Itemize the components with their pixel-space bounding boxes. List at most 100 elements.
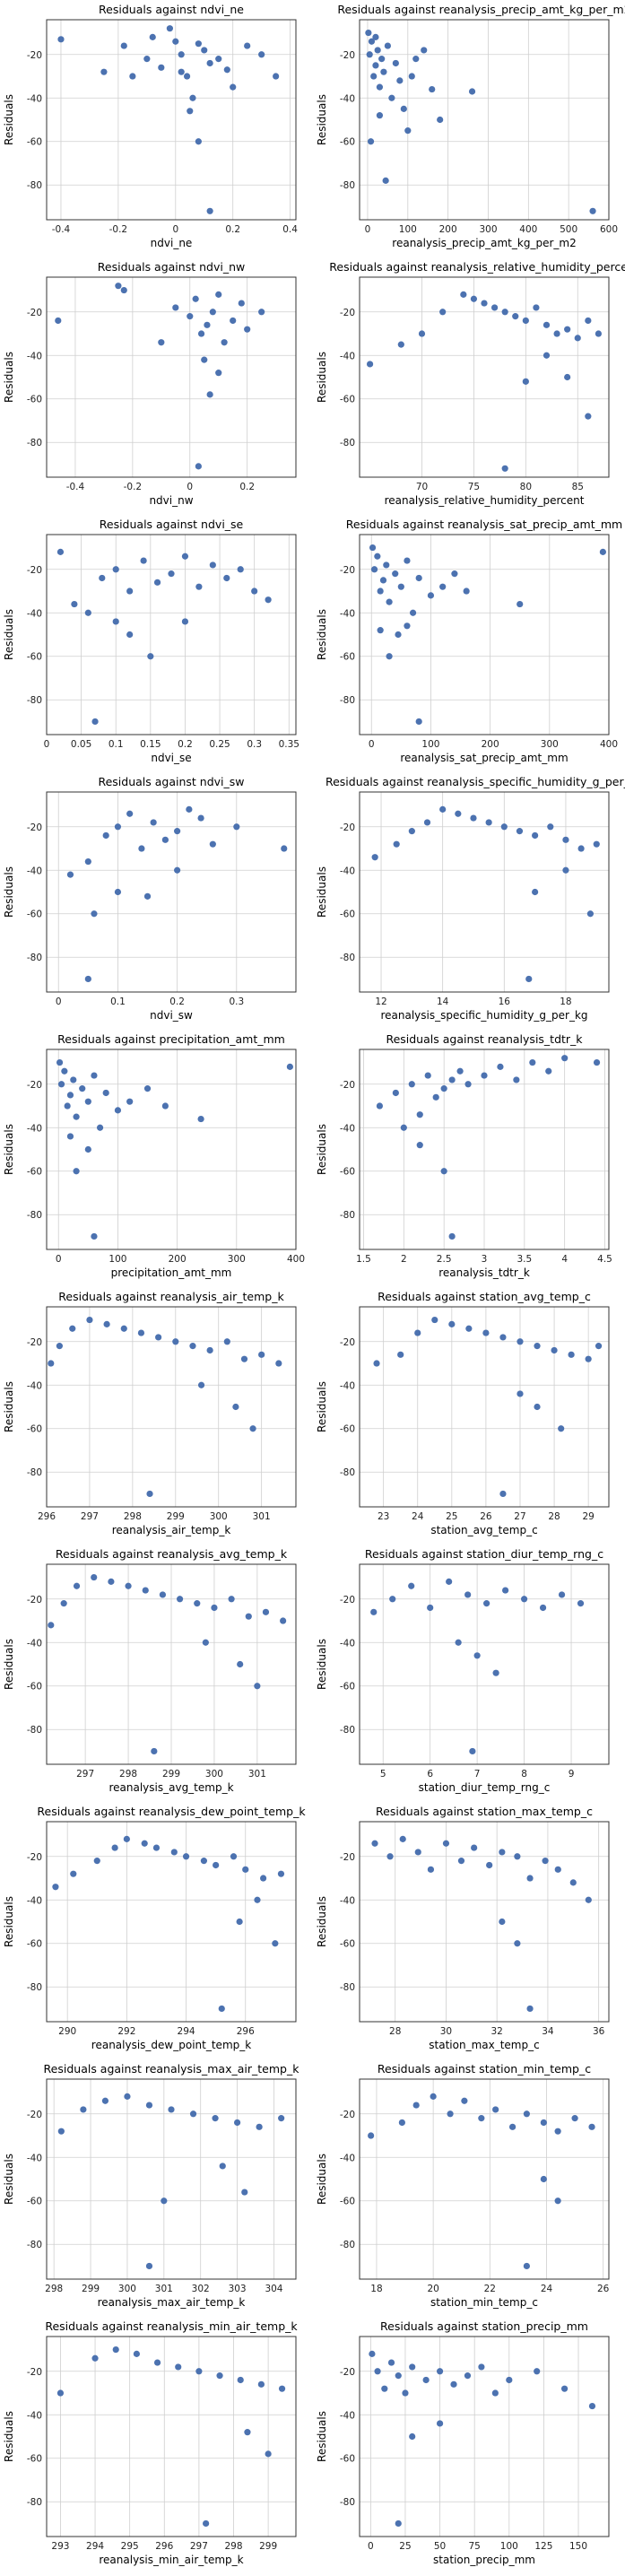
y-tick-label: -60 [27,1424,42,1435]
y-tick-label: -80 [27,438,42,448]
data-point [223,1338,230,1345]
chart-title: Residuals against station_diur_temp_rng_… [365,1547,603,1561]
y-tick-label: -60 [340,2454,355,2465]
data-point [240,1355,248,1362]
x-axis-label: reanalysis_precip_amt_kg_per_m2 [392,237,576,249]
x-tick-label: 1.5 [356,1254,371,1265]
scatter-chart: 0 100 200 300 400 500 600 -80 -60 -40 -20 Residuals… [316,3,625,249]
data-point [64,1102,71,1110]
data-point [520,1596,528,1603]
x-tick-label: 297 [81,1511,99,1522]
plot-frame [46,1821,297,2023]
plot-frame [46,2078,297,2280]
chart-title: Residuals against station_min_temp_c [378,2062,591,2076]
data-point [197,330,205,337]
data-point [280,1617,287,1624]
data-point [86,1316,93,1324]
chart-title: Residuals against ndvi_ne [99,3,244,16]
data-point [187,108,194,115]
data-point [223,574,230,582]
y-tick-label: -40 [27,1380,42,1391]
x-tick-label: 26 [597,2284,610,2294]
scatter-chart: 1.5 2 2.5 3 3.5 4 4.5 -80 -60 -40 -20 Residuals aga… [316,1032,612,1279]
scatter-panel-16: 28 30 32 34 36 -80 -60 -40 -20 Residuals against … [313,1802,625,2059]
data-point [522,317,529,325]
y-tick-label: -80 [27,2497,42,2508]
data-point [286,1063,293,1070]
y-tick-label: -60 [27,137,42,148]
x-tick-label: 100 [421,739,439,750]
data-point [262,1608,270,1615]
data-point [508,2123,516,2130]
scatter-chart: 0 0.1 0.2 0.3 -80 -60 -40 -20 Residuals against … [3,775,297,1022]
data-point [460,291,467,298]
x-tick-label: 500 [560,224,577,235]
data-point [483,1600,490,1607]
y-axis-label: Residuals [316,352,328,403]
x-tick-label: 0.05 [71,739,91,750]
data-point [491,2389,499,2397]
data-point [189,1343,196,1350]
data-point [93,1858,100,1865]
data-point [182,1853,190,1860]
y-axis-label: Residuals [3,2411,15,2462]
data-point [415,574,422,582]
x-tick-label: 0 [56,996,62,1007]
data-point [114,823,122,831]
data-point [569,1879,577,1886]
data-point [464,1591,472,1598]
y-axis-label: Residuals [316,2411,328,2462]
x-tick-label: 18 [560,996,571,1007]
data-point [230,83,237,91]
data-point [395,631,402,639]
data-point [368,38,376,45]
x-tick-label: 75 [468,482,480,492]
y-tick-label: -40 [340,351,355,361]
data-point [52,1884,59,1891]
data-point [367,138,375,145]
data-point [73,1113,80,1120]
plot-frame [359,1563,610,1765]
data-point [387,2359,395,2366]
scatter-panel-4: 70 75 80 85 -80 -60 -40 -20 Residuals against re… [313,257,625,515]
data-point [408,1582,415,1589]
data-point [499,1849,506,1856]
y-tick-label: -40 [340,2153,355,2163]
data-point [513,1076,520,1083]
data-point [370,1608,378,1615]
x-axis-label: station_max_temp_c [429,2039,539,2051]
data-point [204,321,211,328]
y-axis-label: Residuals [3,1639,15,1690]
data-point [230,1853,238,1860]
x-tick-label: 50 [434,2541,446,2552]
y-tick-label: -40 [340,1380,355,1391]
data-point [73,1168,80,1175]
data-point [392,1089,399,1097]
data-point [91,718,99,726]
data-point [383,561,390,569]
data-point [206,391,213,398]
data-point [55,317,62,325]
x-tick-label: 14 [437,996,449,1007]
plot-frame [46,534,297,735]
y-tick-label: -80 [340,180,355,191]
y-axis-label: Residuals [316,1639,328,1690]
data-point [145,2102,153,2109]
data-point [172,304,179,311]
data-point [149,33,156,40]
data-point [588,2123,595,2130]
data-point [70,1076,77,1083]
scatter-panel-10: 1.5 2 2.5 3 3.5 4 4.5 -80 -60 -40 -20 Residuals aga… [313,1030,625,1287]
x-tick-label: 80 [520,482,532,492]
x-tick-label: 300 [210,1511,228,1522]
data-point [111,1844,118,1851]
data-point [84,1098,91,1105]
y-tick-label: -80 [340,1210,355,1221]
data-point [237,2376,244,2384]
x-tick-label: 3.5 [516,1254,532,1265]
data-point [265,596,272,604]
chart-title: Residuals against precipitation_amt_mm [57,1032,285,1046]
x-tick-label: 32 [490,2026,502,2037]
x-tick-label: 300 [205,1769,223,1780]
x-tick-label: 16 [499,996,511,1007]
